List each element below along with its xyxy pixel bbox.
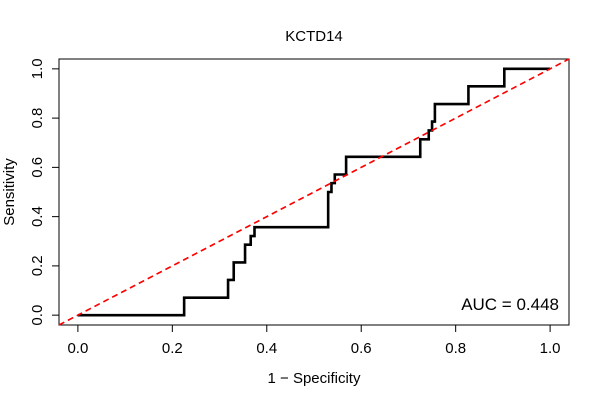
roc-curve-line: [77, 67, 551, 317]
x-tick-label: 0.8: [445, 340, 466, 357]
chart-title: KCTD14: [285, 28, 343, 45]
x-axis-label: 1 − Specificity: [268, 370, 361, 387]
y-tick-label: 0.4: [29, 206, 46, 227]
y-tick-label: 0.0: [29, 305, 46, 326]
y-tick-label: 0.8: [29, 108, 46, 129]
x-tick-label: 0.4: [256, 340, 277, 357]
x-tick-label: 0.0: [67, 340, 88, 357]
plot-frame: [58, 58, 570, 326]
x-axis: 0.0 0.2 0.4 0.6 0.8 1.0: [67, 324, 561, 357]
x-tick-label: 0.6: [351, 340, 372, 357]
x-tick-label: 0.2: [162, 340, 183, 357]
x-tick-label: 1.0: [540, 340, 561, 357]
reference-diagonal-line: [58, 58, 570, 326]
y-tick-label: 1.0: [29, 58, 46, 79]
y-axis-label: Sensitivity: [1, 158, 18, 226]
plot-area: [58, 58, 570, 326]
y-axis: 0.0 0.2 0.4 0.6 0.8 1.0: [29, 58, 60, 326]
y-tick-label: 0.6: [29, 157, 46, 178]
y-tick-label: 0.2: [29, 255, 46, 276]
auc-annotation: AUC = 0.448: [461, 295, 559, 314]
